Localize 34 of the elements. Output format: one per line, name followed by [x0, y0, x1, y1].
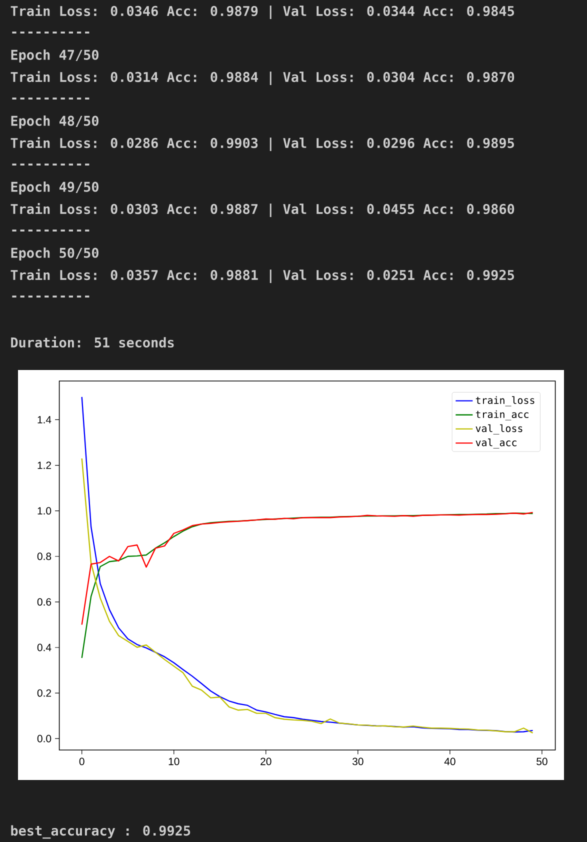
text: ---------- [12, 98, 90, 100]
text: best_accuracy : 0.9925 [11, 825, 190, 839]
y-tick-label: 1.4 [38, 416, 52, 424]
text: ---------- [12, 230, 90, 232]
text: Train Loss: 0.0303 Acc: 0.9887 | Val Loss: 0.0455 Acc: 0.9860 [10, 202, 514, 218]
legend-label: val_acc [476, 438, 516, 448]
text: ---------- [12, 296, 90, 298]
y-tick-label: 0.2 [37, 689, 51, 697]
y-tick-label: 0.0 [37, 734, 52, 742]
text: Duration: 51 seconds [11, 336, 174, 348]
text: Epoch 50/50 [11, 247, 98, 261]
legend-label: val_loss [476, 424, 522, 434]
legend-label: train_loss [476, 396, 534, 406]
x-tick-label: 0 [79, 758, 84, 766]
text: Epoch 47/50 [11, 49, 98, 63]
text: Train Loss: 0.0286 Acc: 0.9903 | Val Loss: 0.0296 Acc: 0.9895 [10, 136, 514, 152]
text: Epoch 49/50 [11, 181, 98, 195]
y-tick-label: 0.8 [37, 552, 52, 560]
y-tick-label: 0.4 [37, 644, 52, 652]
text: ---------- [12, 164, 90, 166]
text: Train Loss: 0.0346 Acc: 0.9879 | Val Loss: 0.0344 Acc: 0.9845 [10, 4, 514, 20]
x-tick-label: 30 [352, 758, 364, 766]
text: Train Loss: 0.0357 Acc: 0.9881 | Val Loss: 0.0251 Acc: 0.9925 [10, 268, 514, 284]
x-tick-label: 20 [260, 758, 272, 766]
x-tick-label: 40 [444, 758, 456, 766]
x-tick-label: 50 [536, 758, 548, 766]
x-tick-label: 10 [168, 758, 180, 766]
y-tick-label: 1.2 [38, 462, 51, 469]
legend-label: train_acc [476, 410, 528, 420]
y-tick-label: 1.0 [38, 507, 52, 515]
y-tick-label: 0.6 [37, 598, 52, 606]
text: Epoch 48/50 [11, 115, 98, 129]
text: Train Loss: 0.0314 Acc: 0.9884 | Val Loss: 0.0304 Acc: 0.9870 [10, 70, 514, 86]
text: ---------- [12, 32, 90, 34]
